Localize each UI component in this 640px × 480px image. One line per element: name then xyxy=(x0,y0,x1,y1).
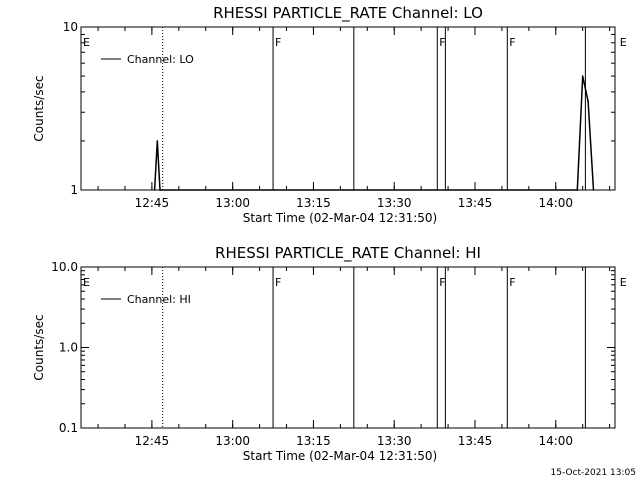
x-tick-label: 13:30 xyxy=(377,196,412,210)
x-tick-label: 13:00 xyxy=(215,434,250,448)
x-tick-label: 14:00 xyxy=(538,196,573,210)
y-axis-label: Counts/sec xyxy=(32,314,46,380)
x-tick-label: 13:00 xyxy=(215,196,250,210)
legend-label: Channel: LO xyxy=(127,53,194,66)
series-line xyxy=(153,75,595,191)
y-tick-label: 10.0 xyxy=(51,260,78,274)
x-tick-label: 12:45 xyxy=(135,196,170,210)
event-flag-label: F xyxy=(509,36,515,49)
plot-frame xyxy=(80,26,616,191)
series-point xyxy=(576,189,579,191)
x-tick-label: 13:30 xyxy=(377,434,412,448)
y-axis-label: Counts/sec xyxy=(32,75,46,141)
series-point xyxy=(156,140,159,142)
event-flag-label: F xyxy=(439,36,445,49)
series-point xyxy=(153,189,156,191)
plot-frame xyxy=(80,266,616,429)
series-point xyxy=(587,100,589,103)
y-tick-label: 1 xyxy=(70,183,78,197)
event-flag-label: F xyxy=(275,276,281,289)
event-flag-label: E xyxy=(620,276,627,289)
y-tick-label: 10 xyxy=(63,20,78,34)
event-flag-label: F xyxy=(439,276,445,289)
x-axis-label: Start Time (02-Mar-04 12:31:50) xyxy=(243,449,437,463)
event-flag-label: F xyxy=(509,276,515,289)
x-tick-label: 13:15 xyxy=(296,434,331,448)
chart-title: RHESSI PARTICLE_RATE Channel: HI xyxy=(215,244,481,263)
y-tick-label: 0.1 xyxy=(59,421,78,435)
generation-timestamp: 15-Oct-2021 13:05 xyxy=(551,468,636,478)
event-flag-label: F xyxy=(275,36,281,49)
x-tick-label: 12:45 xyxy=(135,434,170,448)
y-tick-label: 1.0 xyxy=(59,341,78,355)
series-point xyxy=(592,189,595,191)
event-flag-label: E xyxy=(83,36,90,49)
lo-channel-panel: RHESSI PARTICLE_RATE Channel: LO 1 10 12:45… xyxy=(32,4,627,225)
event-flag-label: E xyxy=(83,276,90,289)
series-point xyxy=(581,75,584,77)
legend-label: Channel: HI xyxy=(127,293,191,306)
x-tick-label: 13:45 xyxy=(458,196,493,210)
hi-channel-panel: RHESSI PARTICLE_RATE Channel: HI 0.1 1.0 10… xyxy=(32,244,627,463)
chart-title: RHESSI PARTICLE_RATE Channel: LO xyxy=(213,4,483,23)
x-tick-label: 14:00 xyxy=(538,434,573,448)
event-flag-label: E xyxy=(620,36,627,49)
x-tick-label: 13:45 xyxy=(458,434,493,448)
series-point xyxy=(159,189,161,191)
x-tick-label: 13:15 xyxy=(296,196,331,210)
x-axis-label: Start Time (02-Mar-04 12:31:50) xyxy=(243,211,437,225)
